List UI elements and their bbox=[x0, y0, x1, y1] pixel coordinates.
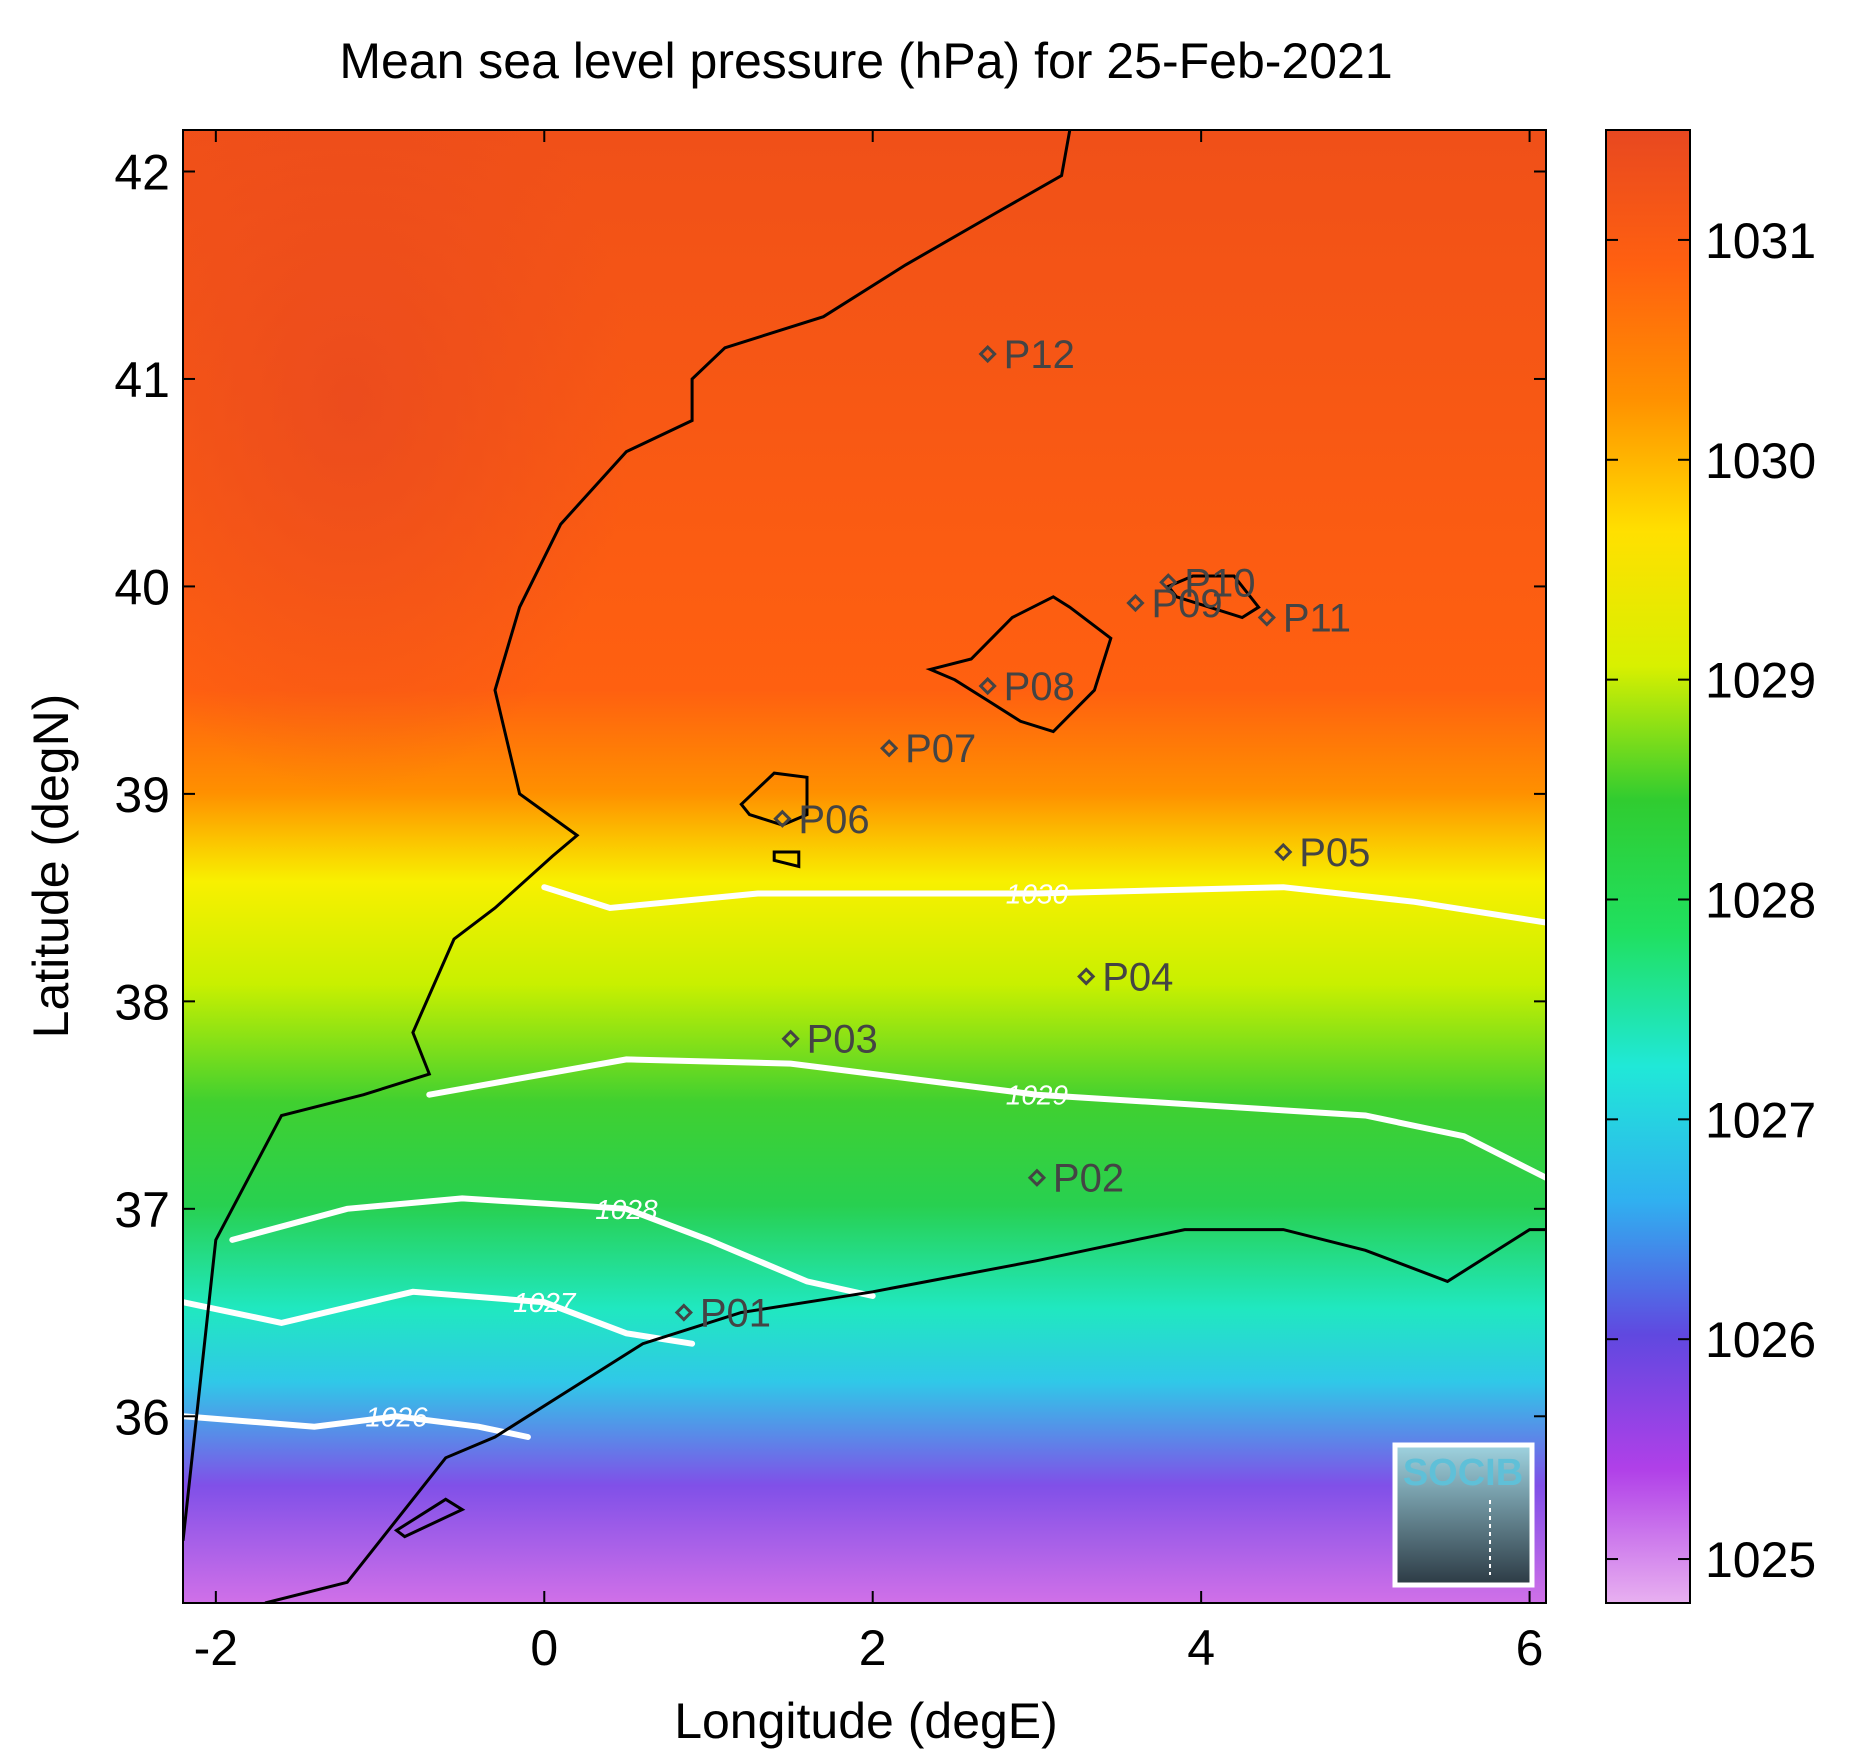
land-shading bbox=[183, 130, 743, 910]
station-label-p11: P11 bbox=[1283, 597, 1351, 641]
colorbar-tick-label: 1028 bbox=[1705, 872, 1816, 928]
coastline-africa bbox=[264, 1228, 1546, 1603]
station-label-p10: P10 bbox=[1184, 561, 1255, 605]
x-tick-label: 2 bbox=[859, 1620, 887, 1676]
isobar-label-1027: 1027 bbox=[513, 1287, 577, 1318]
island-alboran bbox=[393, 1497, 466, 1539]
colorbar-tick-label: 1025 bbox=[1705, 1532, 1816, 1588]
colorbar-tick-label: 1030 bbox=[1705, 433, 1816, 489]
colorbar-tick-label: 1027 bbox=[1705, 1092, 1816, 1148]
island-formentera bbox=[772, 850, 801, 869]
station-label-p02: P02 bbox=[1053, 1157, 1124, 1201]
x-axis-ticks: -2 0 2 4 6 bbox=[194, 130, 1544, 1676]
station-marker-p09 bbox=[1126, 593, 1145, 613]
station-label-p08: P08 bbox=[1004, 665, 1075, 709]
station-marker-p03 bbox=[781, 1029, 800, 1048]
isobar-label-1030: 1030 bbox=[1006, 878, 1069, 909]
station-marker-p12 bbox=[978, 344, 997, 364]
station-label-p07: P07 bbox=[905, 727, 976, 771]
y-tick-label: 36 bbox=[114, 1389, 170, 1445]
coastline-iberia bbox=[183, 130, 1072, 1541]
isobar-label-1028: 1028 bbox=[595, 1194, 658, 1225]
y-tick-label: 37 bbox=[114, 1182, 170, 1238]
x-axis-label: Longitude (degE) bbox=[674, 1693, 1058, 1749]
station-marker-p02 bbox=[1027, 1168, 1047, 1187]
isobar-label-1026: 1026 bbox=[365, 1401, 428, 1432]
chart-title: Mean sea level pressure (hPa) for 25-Feb… bbox=[339, 33, 1392, 89]
station-marker-p10 bbox=[1159, 573, 1178, 592]
x-tick-label: 4 bbox=[1187, 1620, 1215, 1676]
station-marker-p06 bbox=[773, 809, 792, 828]
socib-logo: SOCIB bbox=[1392, 1442, 1535, 1588]
station-marker-p11 bbox=[1257, 608, 1276, 627]
y-tick-label: 39 bbox=[114, 767, 170, 823]
island-mallorca bbox=[925, 595, 1113, 734]
iberia-high-pressure-area bbox=[183, 130, 743, 910]
island-menorca bbox=[1165, 574, 1261, 620]
isobar-1027 bbox=[183, 1288, 696, 1347]
station-label-p05: P05 bbox=[1299, 831, 1370, 875]
colorbar-ticks: 1031 1030 1029 1028 1027 1026 1025 bbox=[1606, 213, 1816, 1588]
x-tick-label: 6 bbox=[1516, 1620, 1544, 1676]
station-marker-p01 bbox=[674, 1303, 693, 1322]
isobar-1026 bbox=[183, 1413, 531, 1440]
y-tick-label: 41 bbox=[114, 352, 170, 408]
station-label-p12: P12 bbox=[1004, 333, 1075, 377]
isobar-1028 bbox=[229, 1195, 876, 1299]
colorbar-tick-label: 1029 bbox=[1705, 653, 1816, 709]
station-label-p03: P03 bbox=[807, 1018, 878, 1062]
y-tick-label: 38 bbox=[114, 974, 170, 1030]
colorbar bbox=[1605, 129, 1691, 1604]
colorbar-tick-label: 1026 bbox=[1705, 1312, 1816, 1368]
y-axis-ticks: 42 41 40 39 38 37 36 bbox=[114, 144, 1546, 1445]
station-marker-p04 bbox=[1077, 967, 1096, 986]
plot-frame bbox=[182, 129, 1547, 1604]
station-label-p06: P06 bbox=[798, 798, 869, 842]
isobar-contours: 1030 1029 1028 1027 1026 bbox=[183, 878, 1546, 1440]
station-label-p09: P09 bbox=[1151, 582, 1222, 626]
isobar-label-1029: 1029 bbox=[1006, 1080, 1068, 1111]
coastlines bbox=[183, 130, 1546, 1603]
isobar-1029 bbox=[426, 1056, 1546, 1181]
station-marker-p08 bbox=[978, 676, 997, 696]
y-tick-label: 42 bbox=[114, 144, 170, 200]
island-ibiza bbox=[739, 771, 809, 827]
station-label-p04: P04 bbox=[1102, 955, 1173, 999]
colorbar-tick-label: 1031 bbox=[1705, 213, 1816, 269]
socib-logo-text: SOCIB bbox=[1403, 1452, 1523, 1494]
station-marker-p05 bbox=[1274, 842, 1293, 862]
station-marker-p07 bbox=[880, 739, 899, 758]
x-tick-label: -2 bbox=[194, 1620, 238, 1676]
station-label-p01: P01 bbox=[700, 1292, 771, 1336]
y-tick-label: 40 bbox=[114, 559, 170, 615]
isobar-1030 bbox=[541, 884, 1546, 926]
x-tick-label: 0 bbox=[530, 1620, 558, 1676]
y-axis-label: Latitude (degN) bbox=[23, 694, 79, 1039]
